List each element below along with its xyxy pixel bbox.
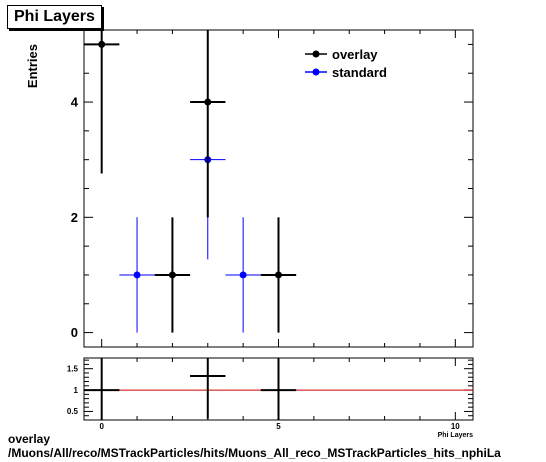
legend-marker-overlay — [312, 50, 320, 58]
y-axis-label: Entries — [25, 44, 40, 88]
legend-label-overlay: overlay — [332, 47, 378, 62]
overlay-point-marker — [168, 271, 176, 279]
ratio-y-tick-label: 1.5 — [67, 364, 79, 373]
ratio-y-tick-label: 0.5 — [67, 407, 79, 416]
chart-title: Phi Layers — [7, 5, 102, 29]
footer-line-1: overlay — [8, 432, 51, 446]
ratio-plot: 0 5 10 0.5 1 1.5 Phi Layers — [67, 357, 474, 439]
legend-label-standard: standard — [332, 65, 387, 80]
main-y-tick-label: 0 — [71, 325, 78, 340]
standard-point-marker — [239, 271, 247, 279]
ratio-x-tick-label: 5 — [276, 422, 281, 431]
ratio-x-tick-label: 0 — [99, 422, 104, 431]
main-plot: 0 2 4 Entries — [25, 29, 474, 348]
overlay-point-marker — [204, 98, 212, 106]
ratio-x-tick-label: 10 — [451, 422, 460, 431]
standard-point-marker — [133, 271, 141, 279]
overlay-point-marker — [98, 40, 106, 48]
footer-caption: overlay /Muons/All/reco/MSTrackParticles… — [8, 432, 501, 460]
main-y-tick-label: 4 — [71, 95, 79, 110]
main-y-tick-label: 2 — [71, 210, 78, 225]
footer-line-2: /Muons/All/reco/MSTrackParticles/hits/Mu… — [8, 446, 501, 460]
x-axis-label: Phi Layers — [438, 432, 474, 439]
legend: overlay standard — [305, 47, 387, 80]
ratio-y-tick-label: 1 — [74, 386, 79, 395]
legend-marker-standard — [312, 68, 320, 76]
overlay-point-marker — [275, 271, 282, 279]
